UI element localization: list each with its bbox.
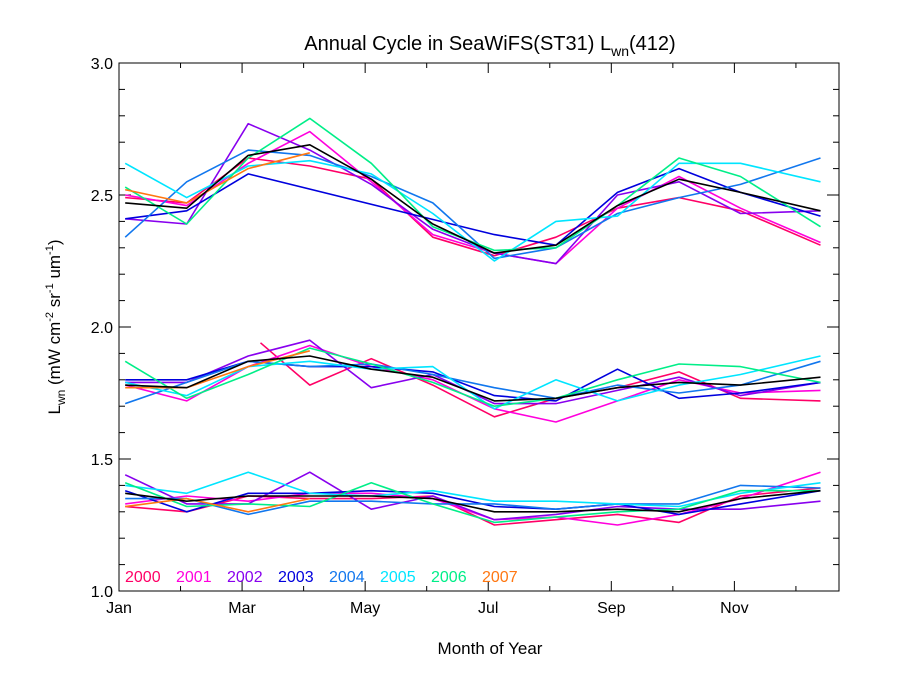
series-line-2001-band-3 [125,471,821,526]
legend: 2000 2001 2002 2003 2004 2005 2006 2007 [125,569,518,586]
series-line-2005-band-1 [124,159,821,262]
series-line-mean-band-3 [125,489,821,513]
ylabel-units-um: um [45,255,64,283]
ylabel-units-open: (mW cm [45,322,64,390]
legend-entry-2004: 2004 [329,569,365,586]
series-line-2000-band-1 [125,157,821,257]
y-tick-label: 2.5 [91,188,113,205]
legend-entry-2001: 2001 [176,569,212,586]
y-tick-label: 2.0 [91,320,113,337]
chart-title: Annual Cycle in SeaWiFS(ST31) Lwn(412) [304,33,675,59]
x-axis-ticks: Jan Mar May Jul Sep Nov [106,63,797,617]
x-tick-label: Nov [720,600,748,617]
ylabel-exp1: -2 [44,312,56,322]
y-tick-label: 1.5 [91,452,113,469]
plot-frame [118,62,840,592]
series-line-2002-band-1 [125,122,821,265]
series-line-mean-band-1 [125,144,821,254]
ylabel-units-close: ) [45,239,64,245]
legend-entry-2002: 2002 [227,569,263,586]
series-line-2004-band-2 [124,360,821,405]
ylabel-subscript: wn [54,390,68,406]
series-line-2005-band-3 [125,471,821,508]
x-axis-label: Month of Year [438,639,543,658]
legend-entry-2006: 2006 [431,569,467,586]
y-tick-label: 1.0 [91,584,113,601]
x-tick-label: Sep [597,600,626,617]
ylabel-exp3: -1 [44,245,56,255]
x-tick-label: Jan [106,600,132,617]
series-line-2003-band-1 [125,167,821,246]
legend-entry-2003: 2003 [278,569,314,586]
svg-text:Lwn (mW cm-2 sr-1 um-1): Lwn (mW cm-2 sr-1 um-1) [44,239,68,414]
series-line-2007-band-3 [125,497,310,513]
series-line-2004-band-1 [124,149,821,260]
legend-entry-2007: 2007 [482,569,518,586]
legend-entry-2005: 2005 [380,569,416,586]
series-line-2000-band-3 [125,487,821,526]
ylabel-units-sr: sr [45,293,64,312]
series-line-2006-band-2 [124,347,821,408]
x-tick-label: Mar [228,600,256,617]
series-line-mean-band-2 [125,355,821,402]
x-tick-label: May [350,600,380,617]
series-line-2007-band-1 [125,152,310,204]
ylabel-exp2: -1 [44,283,56,293]
title-main: Annual Cycle in SeaWiFS(ST31) L [304,33,611,55]
y-tick-label: 3.0 [91,56,113,73]
x-tick-label: Jul [478,600,498,617]
legend-entry-2000: 2000 [125,569,161,586]
series-lines [124,117,821,526]
ylabel-main: L [45,405,64,414]
series-line-2006-band-3 [124,481,821,524]
y-axis-label: Lwn (mW cm-2 sr-1 um-1) [44,239,68,414]
title-tail: (412) [629,33,676,55]
title-subscript: wn [610,43,629,59]
series-line-2000-band-2 [259,342,821,418]
series-line-2004-band-3 [125,484,821,516]
y-axis-ticks: 1.0 1.5 2.0 2.5 3.0 [91,56,839,601]
